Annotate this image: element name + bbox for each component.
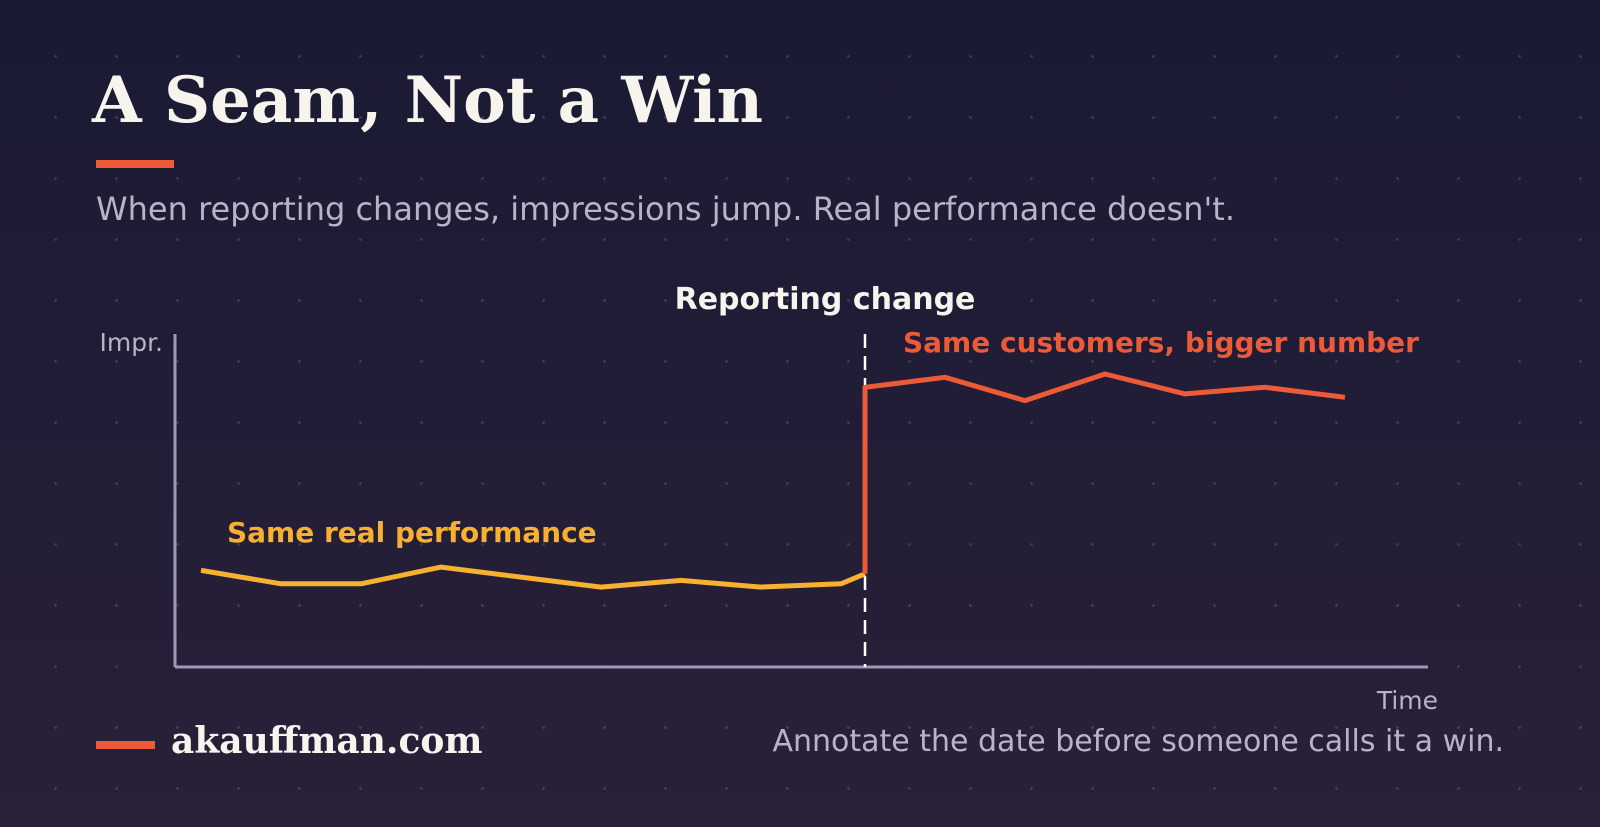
x-axis-label: Time (1376, 686, 1438, 715)
reporting-change-label: Reporting change (675, 282, 976, 317)
series-line-real-performance (200, 564, 866, 590)
footer-note: Annotate the date before someone calls i… (772, 724, 1504, 759)
series-label-real-performance: Same real performance (227, 516, 597, 549)
title-underline (96, 160, 174, 168)
series-label-bigger-number: Same customers, bigger number (903, 326, 1419, 359)
series-line-bigger-number (862, 371, 1346, 574)
chart-subtitle: When reporting changes, impressions jump… (96, 190, 1235, 228)
brand-link[interactable]: akauffman.com (171, 720, 483, 762)
chart-title: A Seam, Not a Win (92, 63, 763, 138)
footer-accent-rule (96, 741, 155, 749)
y-axis-label: Impr. (99, 328, 163, 357)
